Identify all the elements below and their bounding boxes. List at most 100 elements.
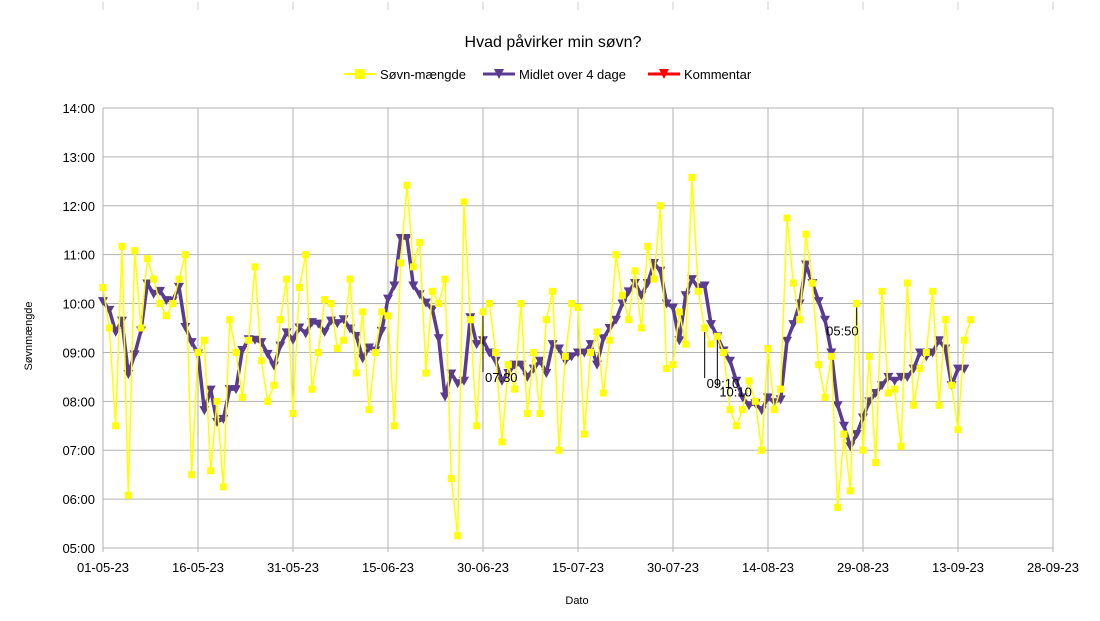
grid (102, 2, 1054, 552)
average-point (180, 323, 191, 333)
sleep-point (479, 308, 487, 316)
y-tick-label: 14:00 (62, 101, 95, 116)
average-point (706, 320, 716, 330)
sleep-point (207, 467, 215, 475)
average-point (889, 376, 900, 386)
sleep-point (675, 308, 683, 316)
series-sleep (99, 173, 975, 540)
y-axis-label: Søvnmængde (23, 301, 35, 370)
sleep-point (599, 389, 607, 397)
x-tick-label: 15-06-23 (362, 560, 414, 575)
average-line (101, 236, 965, 449)
average-point (927, 348, 938, 358)
sleep-point (967, 316, 975, 324)
average-point (250, 335, 260, 345)
average-point (934, 336, 944, 346)
sleep-point (650, 275, 658, 283)
average-point (313, 319, 324, 329)
sleep-point (758, 446, 766, 454)
sleep-point (492, 348, 500, 356)
sleep-point (498, 438, 506, 446)
sleep-point (333, 345, 341, 353)
sleep-point (340, 336, 348, 344)
sleep-point (625, 316, 633, 324)
x-tick-label: 14-08-23 (742, 560, 794, 575)
x-tick-label: 28-09-23 (1027, 560, 1079, 575)
average-point (756, 406, 767, 416)
sleep-point (859, 446, 867, 454)
average-point (186, 338, 197, 348)
x-tick-label: 16-05-23 (172, 560, 224, 575)
sleep-point (770, 406, 778, 414)
sleep-point (827, 352, 835, 360)
average-point (484, 348, 495, 358)
average-point (288, 335, 298, 345)
sleep-point (536, 410, 544, 418)
sleep-point (169, 300, 177, 308)
sleep-point (523, 410, 531, 418)
annotation-label: 07:30 (485, 370, 518, 385)
average-point (731, 376, 742, 386)
sleep-point (118, 242, 126, 250)
sleep-point (580, 430, 588, 438)
sleep-point (941, 316, 949, 324)
sleep-point (707, 340, 715, 348)
average-point (788, 320, 799, 330)
y-tick-label: 10:00 (62, 297, 95, 312)
sleep-point (454, 532, 462, 540)
sleep-point (593, 328, 601, 336)
x-tick-label: 30-06-23 (457, 560, 509, 575)
average-point (174, 282, 184, 292)
x-tick-label: 31-05-23 (267, 560, 319, 575)
x-tick-label: 29-08-23 (837, 560, 889, 575)
average-point (623, 287, 634, 297)
sleep-point (713, 332, 721, 340)
average-point (446, 369, 457, 379)
average-point (471, 340, 482, 350)
sleep-point (846, 487, 854, 495)
average-point (459, 376, 469, 386)
sleep-point (682, 340, 690, 348)
average-point (851, 430, 862, 440)
sleep-point (688, 173, 696, 181)
sleep-point (416, 238, 424, 246)
sleep-point (796, 316, 804, 324)
average-point (649, 258, 659, 268)
sleep-point (777, 385, 785, 393)
sleep-point (257, 357, 265, 365)
average-point (110, 327, 121, 337)
sleep-point (245, 336, 253, 344)
sleep-point (365, 406, 373, 414)
average-point (744, 401, 754, 411)
sleep-point (929, 287, 937, 295)
sleep-point (175, 275, 183, 283)
sleep-point (131, 247, 139, 255)
sleep-point (701, 324, 709, 332)
average-point (687, 275, 697, 285)
average-point (237, 346, 248, 355)
average-point (604, 324, 615, 333)
sleep-point (226, 316, 234, 324)
sleep-point (143, 255, 151, 263)
sleep-point (321, 296, 329, 304)
sleep-point (188, 471, 196, 479)
average-point (497, 376, 507, 386)
sleep-point (314, 348, 322, 356)
sleep-point (511, 385, 519, 393)
legend-label-comment: Kommentar (684, 67, 752, 82)
average-point (408, 281, 419, 291)
average-point (680, 291, 691, 301)
average-point (516, 360, 526, 370)
average-point (839, 421, 849, 431)
sleep-point (542, 316, 550, 324)
sleep-point (834, 503, 842, 511)
sleep-point (359, 308, 367, 316)
average-point (630, 279, 640, 289)
sleep-point (346, 275, 354, 283)
legend-item-average: Midlet over 4 dage (483, 67, 626, 82)
sleep-point (751, 397, 759, 405)
average-point (148, 289, 159, 299)
sleep-point (105, 324, 113, 332)
sleep-point (694, 287, 702, 295)
sleep-point (764, 345, 772, 353)
